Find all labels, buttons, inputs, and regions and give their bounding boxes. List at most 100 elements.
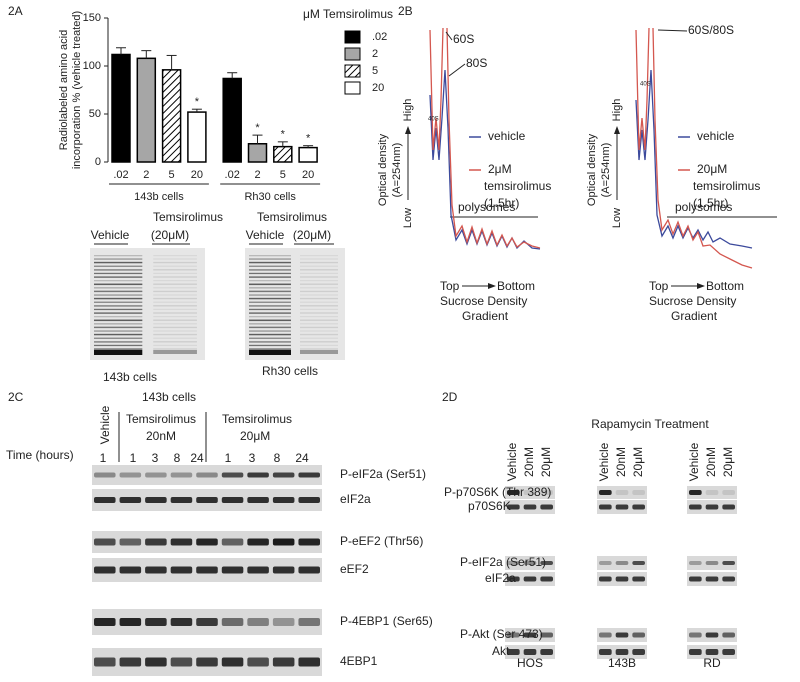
gel-band <box>300 326 338 328</box>
blot-band <box>632 632 645 638</box>
blot-band <box>540 649 553 655</box>
blot-band <box>705 490 719 495</box>
blot-band <box>599 490 612 495</box>
gel-band <box>94 291 143 293</box>
gel-band <box>300 334 338 336</box>
blot-band <box>722 576 735 582</box>
label: polysomes <box>458 200 515 214</box>
label: (20μM) <box>151 228 189 242</box>
gel-band <box>153 297 197 299</box>
peak-label: 60S/80S <box>688 23 734 37</box>
blot-band <box>272 538 295 546</box>
legend-label: vehicle <box>488 129 526 143</box>
gel-band <box>300 344 338 346</box>
gel-band <box>300 327 338 329</box>
gel <box>90 248 205 360</box>
blot-band <box>196 618 218 626</box>
significance: * <box>255 122 260 134</box>
rotated-label: Vehicle <box>505 442 519 481</box>
blot-band <box>705 561 719 565</box>
gel-band <box>249 258 291 260</box>
gel-band <box>94 261 143 264</box>
label: Gradient <box>462 309 509 323</box>
gel-band <box>94 323 143 325</box>
gel-band <box>300 269 338 271</box>
legend-label: 20μM <box>697 162 727 176</box>
blot-band <box>247 472 269 478</box>
gel-band <box>94 330 143 332</box>
gel-band <box>153 333 197 335</box>
blot-band <box>94 497 116 503</box>
gel-band <box>249 308 291 311</box>
x-tick-label: .02 <box>113 169 128 181</box>
blot-band <box>523 632 537 638</box>
x-tick-label: 2 <box>143 169 149 181</box>
blot-band <box>298 497 320 503</box>
blot-band <box>298 538 320 546</box>
panel-label: 2D <box>442 390 458 404</box>
blot-band <box>599 576 612 582</box>
gel-front <box>300 350 338 354</box>
gel-band <box>300 283 338 285</box>
error-bar <box>166 54 177 70</box>
rotated-label: Optical density <box>377 133 389 206</box>
gel-band <box>153 312 197 314</box>
blot-band <box>221 566 244 574</box>
label: Sucrose Density <box>440 294 527 308</box>
x-tick-label: 5 <box>280 169 286 181</box>
gel-band <box>300 308 338 310</box>
label: 143b cells <box>142 390 196 404</box>
y-tick-label: 100 <box>83 60 101 72</box>
label: Bottom <box>497 279 535 293</box>
gel-band <box>300 291 338 293</box>
label: 20nM <box>146 429 176 443</box>
lane-label: 3 <box>152 451 159 465</box>
blot <box>597 556 647 570</box>
profile-trace <box>635 69 753 249</box>
gel-band <box>249 348 291 350</box>
lane-label: 8 <box>174 451 181 465</box>
gel-band <box>300 265 338 267</box>
blot-band <box>247 538 269 546</box>
blot-band <box>298 618 320 626</box>
label: Temsirolimus <box>126 412 196 426</box>
gel-band <box>94 283 143 286</box>
panels: 2A 0 50 100 150 Radiolabeled amino acid incorp… <box>6 4 777 676</box>
blot-band <box>507 504 520 510</box>
legend-label: 5 <box>372 65 378 77</box>
row-label: P-Akt (Ser 473) <box>460 627 543 641</box>
gel-band <box>153 272 197 274</box>
blot-band <box>599 632 612 638</box>
label: Temsirolimus <box>257 210 327 224</box>
blot-band <box>272 566 295 574</box>
gel-band <box>249 276 291 278</box>
lane-label: 8 <box>274 451 281 465</box>
gel-band <box>153 319 197 321</box>
legend-label: 20 <box>372 82 384 94</box>
cell-label: HOS <box>517 656 543 670</box>
gel-band <box>153 265 197 267</box>
gel-band <box>300 261 338 263</box>
bar <box>222 77 242 163</box>
blot-band <box>196 657 218 667</box>
blot-band <box>599 561 612 565</box>
blot-band <box>170 566 193 574</box>
group-label: Rh30 cells <box>244 191 296 203</box>
gel-band <box>249 297 291 300</box>
x-tick-label: .02 <box>225 169 240 181</box>
blot-band <box>119 657 142 667</box>
error-bar <box>252 134 263 144</box>
row-label: P-4EBP1 (Ser65) <box>340 614 433 628</box>
legend-swatch <box>344 47 361 61</box>
gel-band <box>94 305 143 307</box>
gel-band <box>249 262 291 264</box>
gel-band <box>153 290 197 292</box>
label: Temsirolimus <box>153 210 223 224</box>
gel-band <box>153 298 197 300</box>
legend-swatch <box>344 30 361 44</box>
error-bar <box>116 47 126 55</box>
gel-band <box>153 323 197 325</box>
blot-band <box>145 657 167 667</box>
blot-band <box>94 657 116 667</box>
blot-band <box>599 649 612 655</box>
